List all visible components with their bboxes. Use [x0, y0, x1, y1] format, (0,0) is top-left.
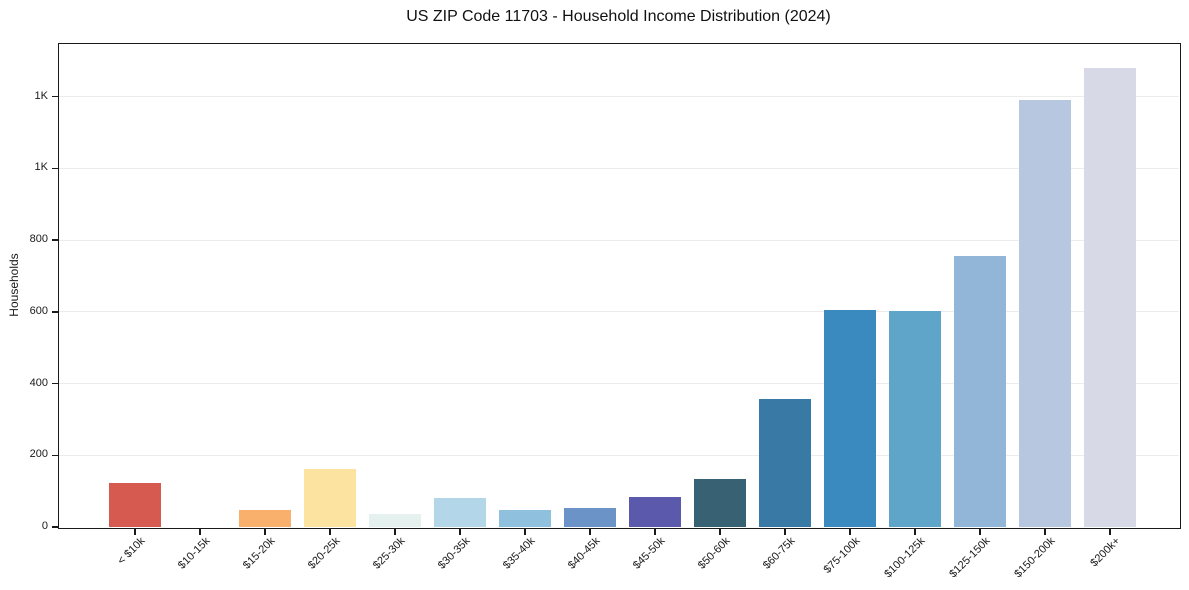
- bar-$15-20k: [239, 510, 291, 527]
- bar-$125-150k: [954, 256, 1006, 527]
- x-tick-label: $75-100k: [821, 535, 863, 576]
- y-tick-label: 600: [29, 304, 48, 317]
- x-tick-label: < $10k: [115, 535, 148, 568]
- x-tick-mark: [134, 529, 136, 535]
- x-tick-mark: [914, 529, 916, 535]
- gridline-1K: [59, 96, 1179, 98]
- bar-$60-75k: [759, 399, 811, 527]
- y-tick-mark: [52, 454, 58, 456]
- x-tick-mark: [849, 529, 851, 535]
- y-tick-label: 1K: [34, 89, 48, 102]
- x-tick-mark: [329, 529, 331, 535]
- x-tick-mark: [589, 529, 591, 535]
- gridline-400: [59, 383, 1179, 385]
- bar-$75-100k: [824, 310, 876, 527]
- bar-$30-35k: [434, 498, 486, 527]
- y-tick-label: 800: [29, 233, 48, 246]
- x-tick-mark: [199, 529, 201, 535]
- bar-$25-30k: [369, 514, 421, 527]
- bar-< $10k: [109, 483, 161, 527]
- x-tick-label: $45-50k: [630, 535, 668, 572]
- plot-area: [58, 43, 1181, 529]
- x-tick-label: $60-75k: [760, 535, 798, 572]
- x-tick-label: $40-45k: [565, 535, 603, 572]
- x-tick-label: $25-30k: [370, 535, 408, 572]
- x-tick-mark: [654, 529, 656, 535]
- x-tick-mark: [459, 529, 461, 535]
- y-tick-label: 1K: [34, 161, 48, 174]
- bar-$20-25k: [304, 469, 356, 527]
- y-tick-mark: [52, 239, 58, 241]
- x-tick-label: $150-200k: [1012, 535, 1058, 581]
- y-tick-mark: [52, 526, 58, 528]
- x-tick-mark: [784, 529, 786, 535]
- x-tick-label: $15-20k: [240, 535, 278, 572]
- x-tick-label: $35-40k: [500, 535, 538, 572]
- y-tick-label: 0: [41, 520, 48, 532]
- x-tick-label: $50-60k: [695, 535, 733, 572]
- x-tick-label: $20-25k: [305, 535, 343, 572]
- x-tick-label: $200k+: [1088, 535, 1123, 570]
- gridline-800: [59, 239, 1179, 241]
- x-tick-mark: [264, 529, 266, 535]
- bar-$150-200k: [1019, 100, 1071, 527]
- bar-$100-125k: [889, 311, 941, 527]
- x-tick-label: $30-35k: [435, 535, 473, 572]
- gridline-1K: [59, 167, 1179, 169]
- bar-$45-50k: [629, 497, 681, 527]
- y-tick-label: 400: [29, 376, 48, 389]
- y-tick-mark: [52, 311, 58, 313]
- chart-title: US ZIP Code 11703 - Household Income Dis…: [406, 8, 831, 25]
- bar-$200k+: [1084, 68, 1136, 527]
- x-tick-label: $125-150k: [947, 535, 993, 581]
- x-tick-mark: [1109, 529, 1111, 535]
- gridline-200: [59, 454, 1179, 456]
- x-tick-mark: [1044, 529, 1046, 535]
- bar-$50-60k: [694, 479, 746, 527]
- x-tick-mark: [719, 529, 721, 535]
- x-tick-mark: [394, 529, 396, 535]
- x-tick-mark: [979, 529, 981, 535]
- y-tick-mark: [52, 382, 58, 385]
- bar-$40-45k: [564, 508, 616, 527]
- y-tick-label: 200: [29, 448, 48, 461]
- x-tick-label: $10-15k: [175, 535, 213, 572]
- y-tick-mark: [52, 167, 58, 170]
- bar-$35-40k: [499, 510, 551, 527]
- x-tick-mark: [524, 529, 526, 535]
- x-tick-label: $100-125k: [882, 535, 928, 581]
- y-tick-mark: [52, 96, 58, 98]
- gridline-600: [59, 311, 1179, 313]
